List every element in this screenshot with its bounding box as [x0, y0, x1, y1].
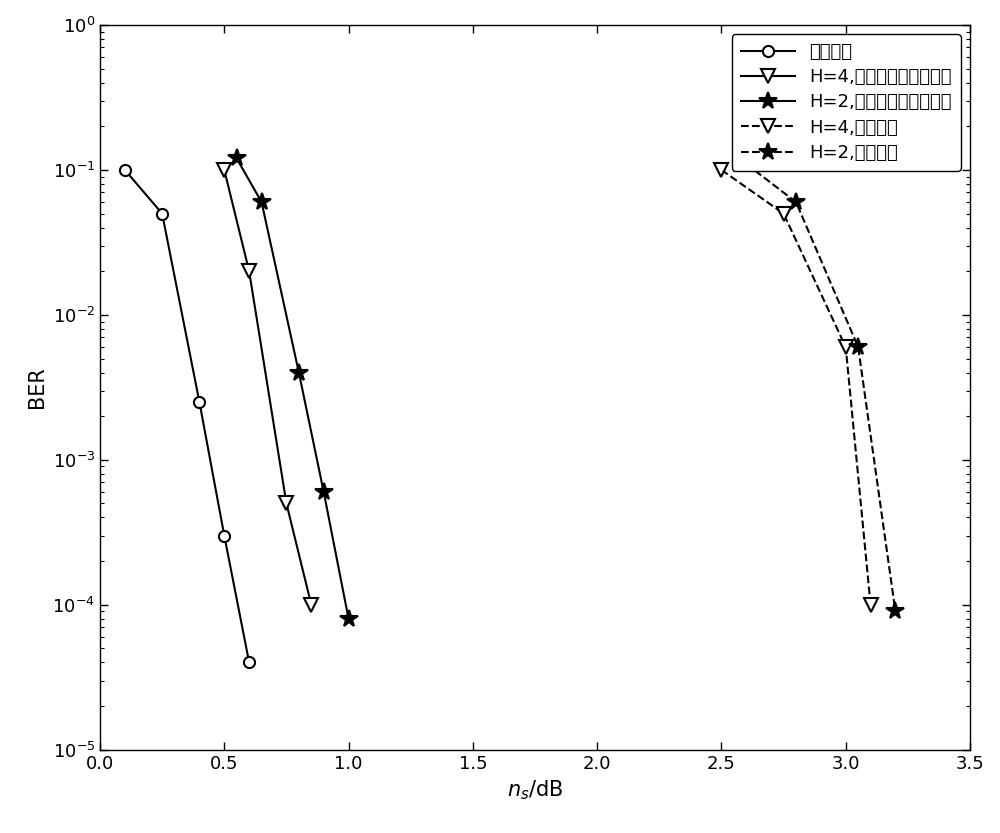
H=2,传统方法	[852, 342, 864, 352]
H=4,传统方法	[715, 165, 727, 175]
H=4,本发明数据恢复方法	[305, 600, 317, 610]
H=4,传统方法	[778, 208, 790, 218]
Line: 理想数据: 理想数据	[119, 164, 255, 668]
Line: H=4,本发明数据恢复方法: H=4,本发明数据恢复方法	[217, 163, 318, 611]
H=2,传统方法	[889, 606, 901, 616]
H=4,传统方法	[840, 342, 852, 352]
H=2,传统方法	[740, 159, 752, 169]
H=2,本发明数据恢复方法	[256, 197, 268, 207]
H=4,本发明数据恢复方法	[243, 267, 255, 277]
Y-axis label: BER: BER	[27, 367, 47, 408]
理想数据	[119, 165, 131, 175]
H=2,本发明数据恢复方法	[343, 614, 355, 624]
H=2,本发明数据恢复方法	[293, 367, 305, 377]
H=4,传统方法	[865, 600, 877, 610]
Legend: 理想数据, H=4,本发明数据恢复方法, H=2,本发明数据恢复方法, H=4,传统方法, H=2,传统方法: 理想数据, H=4,本发明数据恢复方法, H=2,本发明数据恢复方法, H=4,…	[732, 34, 961, 171]
H=4,本发明数据恢复方法	[218, 165, 230, 175]
H=2,本发明数据恢复方法	[318, 487, 330, 497]
H=4,本发明数据恢复方法	[280, 498, 292, 508]
理想数据	[218, 531, 230, 541]
Line: H=2,传统方法: H=2,传统方法	[737, 155, 904, 621]
理想数据	[193, 397, 205, 407]
Line: H=4,传统方法: H=4,传统方法	[714, 163, 878, 611]
理想数据	[243, 657, 255, 667]
H=2,本发明数据恢复方法	[231, 153, 243, 163]
H=2,传统方法	[790, 197, 802, 207]
Line: H=2,本发明数据恢复方法: H=2,本发明数据恢复方法	[228, 149, 358, 628]
X-axis label: $n_s$/dB: $n_s$/dB	[507, 778, 563, 801]
理想数据	[156, 208, 168, 218]
